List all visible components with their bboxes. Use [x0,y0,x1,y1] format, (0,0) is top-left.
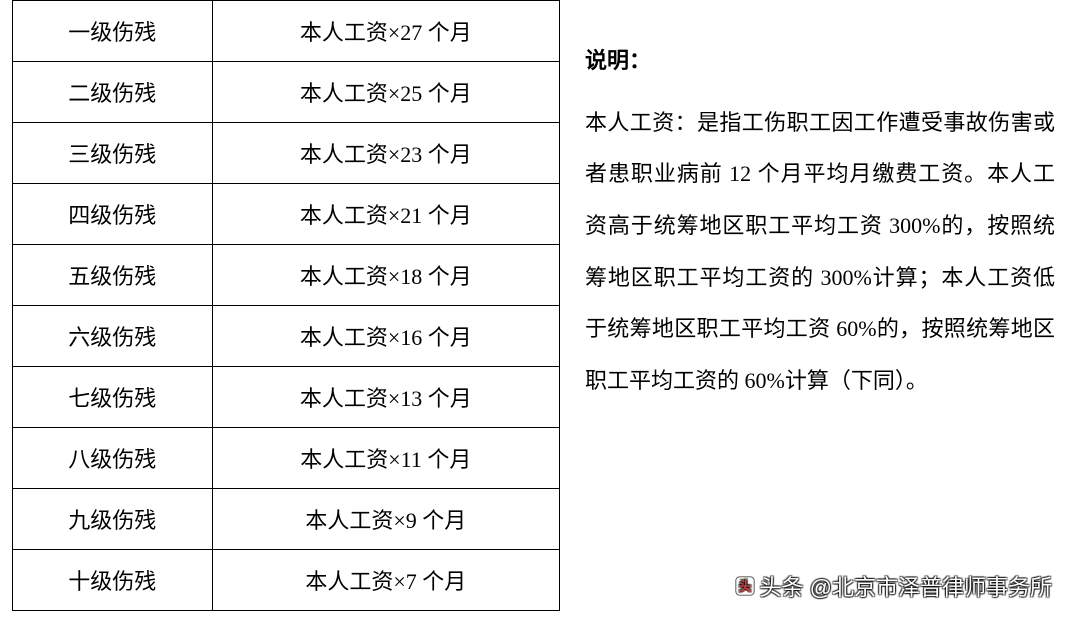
cell-value: 本人工资×27 个月 [212,1,559,62]
cell-level: 三级伤残 [13,123,213,184]
table-body: 一级伤残 本人工资×27 个月 二级伤残 本人工资×25 个月 三级伤残 本人工… [13,1,560,611]
table-row: 十级伤残 本人工资×7 个月 [13,550,560,611]
table-row: 一级伤残 本人工资×27 个月 [13,1,560,62]
cell-value: 本人工资×21 个月 [212,184,559,245]
table-row: 九级伤残 本人工资×9 个月 [13,489,560,550]
table-row: 五级伤残 本人工资×18 个月 [13,245,560,306]
table-row: 八级伤残 本人工资×11 个月 [13,428,560,489]
watermark: 头 头条 @北京市泽普律师事务所 [734,570,1052,602]
cell-value: 本人工资×7 个月 [212,550,559,611]
disability-table: 一级伤残 本人工资×27 个月 二级伤残 本人工资×25 个月 三级伤残 本人工… [12,0,560,611]
cell-value: 本人工资×9 个月 [212,489,559,550]
table-row: 四级伤残 本人工资×21 个月 [13,184,560,245]
cell-value: 本人工资×13 个月 [212,367,559,428]
cell-level: 七级伤残 [13,367,213,428]
cell-level: 九级伤残 [13,489,213,550]
description-body: 本人工资：是指工伤职工因工作遭受事故伤害或者患职业病前 12 个月平均月缴费工资… [585,97,1055,407]
table-row: 七级伤残 本人工资×13 个月 [13,367,560,428]
cell-value: 本人工资×25 个月 [212,62,559,123]
cell-level: 五级伤残 [13,245,213,306]
cell-level: 一级伤残 [13,1,213,62]
svg-text:头: 头 [738,579,751,594]
description-panel: 说明： 本人工资：是指工伤职工因工作遭受事故伤害或者患职业病前 12 个月平均月… [560,0,1080,620]
cell-level: 四级伤残 [13,184,213,245]
table-row: 六级伤残 本人工资×16 个月 [13,306,560,367]
cell-value: 本人工资×18 个月 [212,245,559,306]
toutiao-icon: 头 [734,575,756,597]
cell-value: 本人工资×16 个月 [212,306,559,367]
cell-level: 八级伤残 [13,428,213,489]
cell-level: 二级伤残 [13,62,213,123]
cell-value: 本人工资×11 个月 [212,428,559,489]
page-container: 一级伤残 本人工资×27 个月 二级伤残 本人工资×25 个月 三级伤残 本人工… [0,0,1080,620]
table-wrapper: 一级伤残 本人工资×27 个月 二级伤残 本人工资×25 个月 三级伤残 本人工… [0,0,560,620]
cell-level: 六级伤残 [13,306,213,367]
watermark-text: 头条 @北京市泽普律师事务所 [760,570,1052,602]
description-title: 说明： [585,35,1055,87]
table-row: 三级伤残 本人工资×23 个月 [13,123,560,184]
cell-value: 本人工资×23 个月 [212,123,559,184]
cell-level: 十级伤残 [13,550,213,611]
table-row: 二级伤残 本人工资×25 个月 [13,62,560,123]
